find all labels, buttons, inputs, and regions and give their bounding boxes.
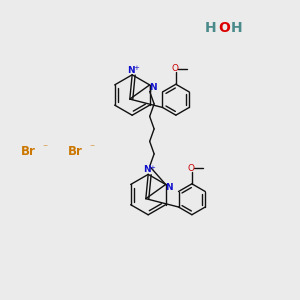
Text: O: O [188,164,194,173]
Text: ⁻: ⁻ [42,143,47,154]
Text: H: H [231,21,243,35]
Text: Br: Br [21,145,36,158]
Text: O: O [172,64,178,73]
Text: +: + [134,65,140,71]
Text: N: N [149,83,157,92]
Text: +: + [150,165,156,171]
Text: N: N [127,66,134,75]
Text: N: N [143,165,151,174]
Text: N: N [165,183,173,192]
Text: O: O [218,21,230,35]
Text: H: H [205,21,217,35]
Text: Br: Br [68,145,83,158]
Text: ⁻: ⁻ [89,143,94,154]
